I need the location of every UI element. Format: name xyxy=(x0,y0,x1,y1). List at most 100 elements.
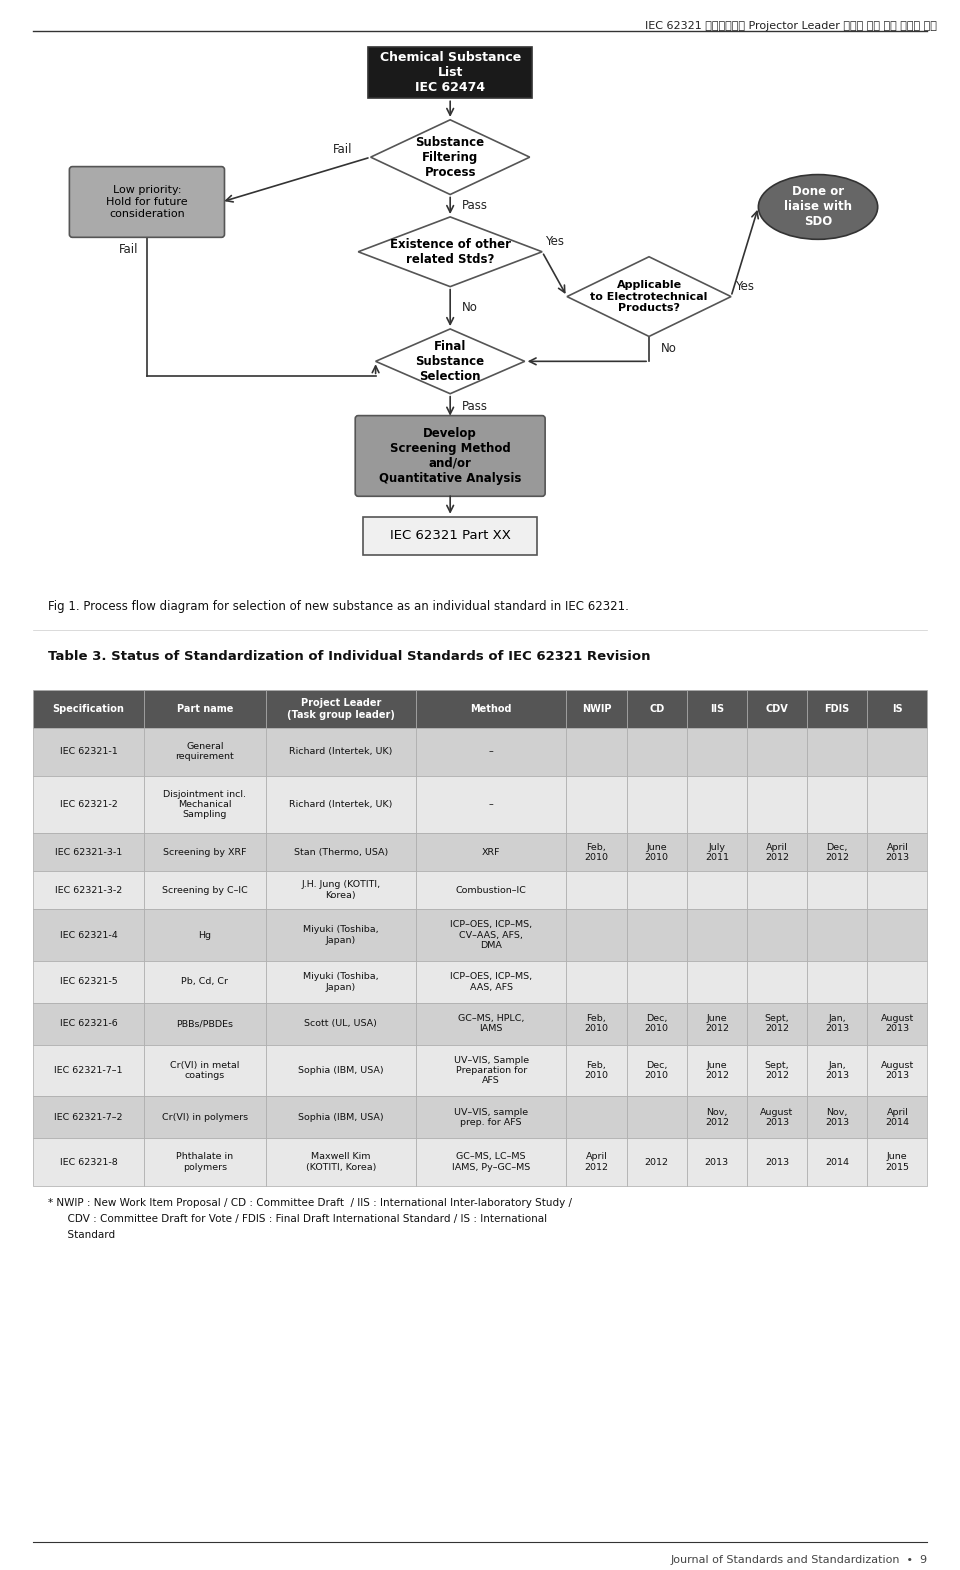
FancyBboxPatch shape xyxy=(144,871,266,909)
Polygon shape xyxy=(371,119,530,195)
FancyBboxPatch shape xyxy=(33,1044,144,1096)
FancyBboxPatch shape xyxy=(747,1096,807,1138)
FancyBboxPatch shape xyxy=(33,776,144,834)
FancyBboxPatch shape xyxy=(686,909,747,961)
Text: Fail: Fail xyxy=(333,143,352,155)
FancyBboxPatch shape xyxy=(867,776,927,834)
FancyBboxPatch shape xyxy=(807,776,867,834)
FancyBboxPatch shape xyxy=(33,909,144,961)
FancyBboxPatch shape xyxy=(266,961,416,1003)
Text: IEC 62321-7–1: IEC 62321-7–1 xyxy=(54,1066,123,1075)
FancyBboxPatch shape xyxy=(747,776,807,834)
FancyBboxPatch shape xyxy=(686,834,747,871)
Text: August
2013: August 2013 xyxy=(880,1061,914,1080)
Text: August
2013: August 2013 xyxy=(880,1014,914,1033)
FancyBboxPatch shape xyxy=(266,1044,416,1096)
FancyBboxPatch shape xyxy=(566,961,627,1003)
FancyBboxPatch shape xyxy=(747,728,807,776)
FancyBboxPatch shape xyxy=(627,689,686,728)
Text: Part name: Part name xyxy=(177,703,233,714)
FancyBboxPatch shape xyxy=(144,909,266,961)
FancyBboxPatch shape xyxy=(747,1003,807,1044)
Text: Combustion–IC: Combustion–IC xyxy=(456,885,527,895)
FancyBboxPatch shape xyxy=(867,1044,927,1096)
FancyBboxPatch shape xyxy=(566,834,627,871)
Text: ICP–OES, ICP–MS,
CV–AAS, AFS,
DMA: ICP–OES, ICP–MS, CV–AAS, AFS, DMA xyxy=(450,920,532,950)
FancyBboxPatch shape xyxy=(566,776,627,834)
Text: Applicable
to Electrotechnical
Products?: Applicable to Electrotechnical Products? xyxy=(590,279,708,312)
FancyBboxPatch shape xyxy=(363,517,538,554)
Text: Method: Method xyxy=(470,703,512,714)
FancyBboxPatch shape xyxy=(867,871,927,909)
Text: XRF: XRF xyxy=(482,848,500,857)
Text: FDIS: FDIS xyxy=(825,703,850,714)
FancyBboxPatch shape xyxy=(355,416,545,496)
Text: Specification: Specification xyxy=(53,703,125,714)
Text: CD: CD xyxy=(649,703,664,714)
Text: Existence of other
related Stds?: Existence of other related Stds? xyxy=(390,237,511,265)
Text: Final
Substance
Selection: Final Substance Selection xyxy=(416,339,485,383)
Text: ICP–OES, ICP–MS,
AAS, AFS: ICP–OES, ICP–MS, AAS, AFS xyxy=(450,972,532,992)
Text: IEC 62321-7–2: IEC 62321-7–2 xyxy=(54,1113,123,1123)
Text: Jan,
2013: Jan, 2013 xyxy=(825,1014,850,1033)
FancyBboxPatch shape xyxy=(867,689,927,728)
FancyBboxPatch shape xyxy=(33,1003,144,1044)
FancyBboxPatch shape xyxy=(627,1096,686,1138)
FancyBboxPatch shape xyxy=(416,1138,566,1185)
Text: –: – xyxy=(489,801,493,809)
Text: Feb,
2010: Feb, 2010 xyxy=(585,843,609,862)
FancyBboxPatch shape xyxy=(807,1044,867,1096)
Text: Dec,
2012: Dec, 2012 xyxy=(826,843,850,862)
FancyBboxPatch shape xyxy=(867,1096,927,1138)
FancyBboxPatch shape xyxy=(144,1138,266,1185)
Text: Miyuki (Toshiba,
Japan): Miyuki (Toshiba, Japan) xyxy=(303,972,378,992)
FancyBboxPatch shape xyxy=(416,1003,566,1044)
FancyBboxPatch shape xyxy=(33,871,144,909)
Text: Fig 1. Process flow diagram for selection of new substance as an individual stan: Fig 1. Process flow diagram for selectio… xyxy=(47,600,629,614)
FancyBboxPatch shape xyxy=(144,728,266,776)
FancyBboxPatch shape xyxy=(867,834,927,871)
FancyBboxPatch shape xyxy=(416,871,566,909)
FancyBboxPatch shape xyxy=(627,776,686,834)
FancyBboxPatch shape xyxy=(266,1096,416,1138)
FancyBboxPatch shape xyxy=(566,871,627,909)
Text: IEC 62321-3-1: IEC 62321-3-1 xyxy=(55,848,122,857)
FancyBboxPatch shape xyxy=(144,834,266,871)
Text: Low priority:
Hold for future
consideration: Low priority: Hold for future considerat… xyxy=(107,185,188,218)
Text: Nov,
2013: Nov, 2013 xyxy=(825,1107,850,1127)
Text: No: No xyxy=(660,342,677,355)
FancyBboxPatch shape xyxy=(867,961,927,1003)
FancyBboxPatch shape xyxy=(686,728,747,776)
Text: Standard: Standard xyxy=(47,1229,114,1240)
Text: IS: IS xyxy=(892,703,902,714)
FancyBboxPatch shape xyxy=(266,1138,416,1185)
Text: IEC 62321-3-2: IEC 62321-3-2 xyxy=(55,885,122,895)
Text: June
2010: June 2010 xyxy=(644,843,668,862)
FancyBboxPatch shape xyxy=(266,1003,416,1044)
FancyBboxPatch shape xyxy=(144,776,266,834)
FancyBboxPatch shape xyxy=(686,1003,747,1044)
FancyBboxPatch shape xyxy=(686,776,747,834)
FancyBboxPatch shape xyxy=(416,1096,566,1138)
Ellipse shape xyxy=(758,174,877,239)
FancyBboxPatch shape xyxy=(566,1003,627,1044)
FancyBboxPatch shape xyxy=(368,47,532,99)
FancyBboxPatch shape xyxy=(747,909,807,961)
Text: June
2012: June 2012 xyxy=(705,1061,729,1080)
FancyBboxPatch shape xyxy=(747,689,807,728)
Text: Substance
Filtering
Process: Substance Filtering Process xyxy=(416,135,485,179)
Text: Yes: Yes xyxy=(545,236,564,248)
FancyBboxPatch shape xyxy=(416,834,566,871)
Text: Done or
liaise with
SDO: Done or liaise with SDO xyxy=(784,185,852,229)
FancyBboxPatch shape xyxy=(33,728,144,776)
FancyBboxPatch shape xyxy=(867,1003,927,1044)
FancyBboxPatch shape xyxy=(33,1096,144,1138)
FancyBboxPatch shape xyxy=(266,909,416,961)
FancyBboxPatch shape xyxy=(686,961,747,1003)
Text: No: No xyxy=(462,301,478,314)
Text: April
2014: April 2014 xyxy=(885,1107,909,1127)
Text: June
2015: June 2015 xyxy=(885,1152,909,1171)
Text: UV–VIS, sample
prep. for AFS: UV–VIS, sample prep. for AFS xyxy=(454,1107,528,1127)
FancyBboxPatch shape xyxy=(747,1044,807,1096)
FancyBboxPatch shape xyxy=(144,689,266,728)
